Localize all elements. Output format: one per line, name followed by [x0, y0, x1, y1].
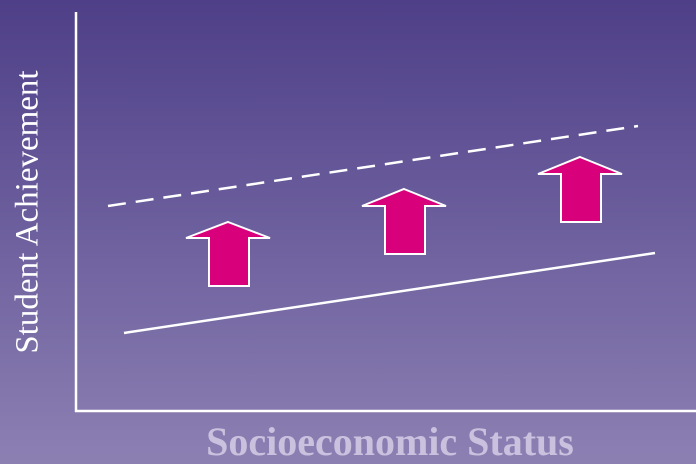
dashed-line — [107, 124, 639, 208]
arrow — [361, 187, 447, 255]
arrow — [185, 220, 271, 287]
arrow — [537, 155, 623, 223]
x-axis-label: Socioeconomic Status — [206, 419, 574, 464]
y-axis-label: Student Achievement — [10, 70, 46, 353]
solid-line — [123, 251, 656, 335]
